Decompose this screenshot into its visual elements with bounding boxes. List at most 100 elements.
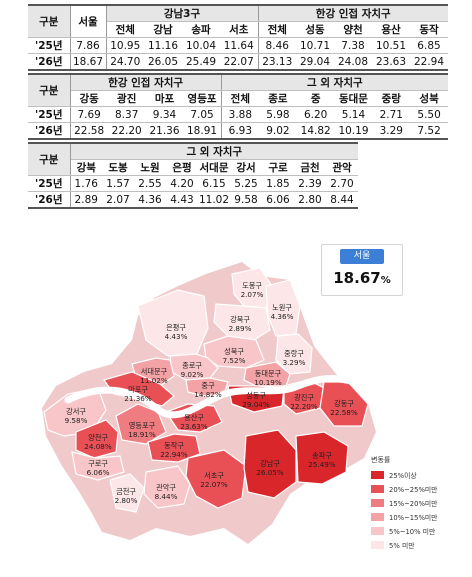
district-header: 전체 [221, 90, 259, 107]
district-value-label: 11.02% [140, 376, 168, 385]
district-region [75, 419, 119, 459]
district-header: 노원 [134, 159, 166, 176]
badge-number: 18.67 [333, 269, 381, 287]
table-cell: 2.07 [102, 191, 134, 209]
legend-swatch [371, 499, 384, 507]
table1-seoul-header: 서울 [70, 4, 107, 38]
district-header: 금천 [294, 159, 326, 176]
table-hangang-others: 구분 한강 인접 자치구 그 외 자치구 강동 광진 마포 영등포 전체 종로 중 동대문 중랑… [28, 73, 448, 140]
district-header: 강서 [230, 159, 262, 176]
district-value-label: 7.52% [223, 356, 246, 365]
district-name-label: 용산구 [184, 413, 204, 422]
table-cell: 6.20 [296, 106, 335, 123]
district-region [109, 473, 145, 513]
table-cell: 2.89 [70, 191, 102, 209]
table-cell: 5.98 [258, 106, 297, 123]
district-name-label: 강서구 [66, 407, 86, 416]
table-cell: 18.91 [183, 122, 222, 140]
table1-group1: 강남3구 [106, 4, 259, 22]
district-name-label: 서초구 [204, 471, 224, 480]
district-header: 구로 [262, 159, 294, 176]
district-header: 은평 [166, 159, 198, 176]
table-cell: 22.94 [410, 53, 448, 71]
legend-item: 20%~25%미만 [371, 484, 451, 494]
table-cell: 6.15 [198, 175, 230, 192]
district-name-label: 양천구 [88, 433, 108, 442]
district-name-label: 금천구 [116, 487, 136, 496]
table-cell: 11.02 [198, 191, 230, 209]
legend-item: 15%~20%미만 [371, 498, 451, 508]
district-value-label: 21.36% [124, 394, 152, 403]
han-river [64, 375, 358, 419]
district-value-label: 4.43% [165, 332, 188, 341]
district-region [295, 431, 349, 485]
table3-side-label: 구분 [28, 142, 71, 176]
table-cell: 5.25 [230, 175, 262, 192]
table-cell: 3.88 [221, 106, 259, 123]
legend-item: 10%~15%미만 [371, 512, 451, 522]
table-cell: 7.52 [410, 122, 448, 140]
district-region [243, 429, 297, 499]
district-value-label: 18.91% [128, 430, 156, 439]
table-cell: 24.70 [106, 53, 144, 71]
district-name-label: 중구 [201, 381, 215, 390]
district-name-label: 영등포구 [129, 421, 156, 430]
district-name-label: 광진구 [294, 393, 314, 402]
district-value-label: 29.04% [242, 400, 270, 409]
district-name-label: 강북구 [230, 315, 250, 324]
district-header: 서초 [220, 21, 259, 38]
table-cell: 6.93 [221, 122, 259, 140]
price-change-tables: 구분 서울 강남3구 한강 인접 자치구 전체 강남 송파 서초 전체 성동 양천 용산 동작 … [28, 4, 448, 211]
district-header: 전체 [106, 21, 144, 38]
district-region [71, 451, 125, 481]
legend-swatch [371, 527, 384, 535]
table-cell: 6.85 [410, 37, 448, 54]
table-gangnam-hangang: 구분 서울 강남3구 한강 인접 자치구 전체 강남 송파 서초 전체 성동 양천 용산 동작 … [28, 4, 448, 71]
badge-unit: % [380, 275, 391, 286]
table-cell: 23.63 [372, 53, 410, 71]
district-header: 강북 [70, 159, 102, 176]
table-cell: 26.05 [144, 53, 182, 71]
table-cell: 1.57 [102, 175, 134, 192]
seoul-total-badge: 서울 18.67% [321, 244, 403, 296]
district-header: 중 [296, 90, 335, 107]
table-cell: 2.70 [326, 175, 358, 192]
district-name-label: 송파구 [312, 451, 332, 460]
district-name-label: 구로구 [88, 459, 108, 468]
table-cell: 3.29 [372, 122, 411, 140]
district-region [137, 289, 209, 357]
table-cell: 21.36 [145, 122, 184, 140]
district-region [115, 403, 167, 445]
table-cell: 23.13 [258, 53, 296, 71]
legend-item: 25%이상 [371, 470, 451, 480]
district-name-label: 동대문구 [255, 369, 282, 378]
table-cell: 2.55 [134, 175, 166, 192]
row-label: '25년 [28, 106, 71, 123]
district-name-label: 성동구 [246, 391, 266, 400]
district-header: 영등포 [183, 90, 222, 107]
table-cell: 14.82 [296, 122, 335, 140]
table-cell: 1.85 [262, 175, 294, 192]
district-name-label: 중랑구 [284, 349, 304, 358]
district-region [169, 353, 219, 381]
table2-side-label: 구분 [28, 73, 71, 107]
table-cell: 25.49 [182, 53, 220, 71]
district-region [147, 433, 201, 463]
table-cell: 4.43 [166, 191, 198, 209]
table-cell: 2.80 [294, 191, 326, 209]
table-cell: 2.39 [294, 175, 326, 192]
district-header: 광진 [107, 90, 146, 107]
table2-group1: 한강 인접 자치구 [70, 73, 222, 91]
district-header: 동작 [410, 21, 448, 38]
table-cell: 4.20 [166, 175, 198, 192]
district-value-label: 25.49% [308, 460, 336, 469]
table-cell: 8.46 [258, 37, 296, 54]
district-header: 강동 [70, 90, 108, 107]
table-cell: 8.44 [326, 191, 358, 209]
district-value-label: 9.02% [181, 370, 204, 379]
district-region [43, 387, 107, 437]
legend-item: 5%~10% 미만 [371, 526, 451, 536]
district-value-label: 2.80% [115, 496, 138, 505]
legend-label: 25%이상 [389, 472, 417, 480]
